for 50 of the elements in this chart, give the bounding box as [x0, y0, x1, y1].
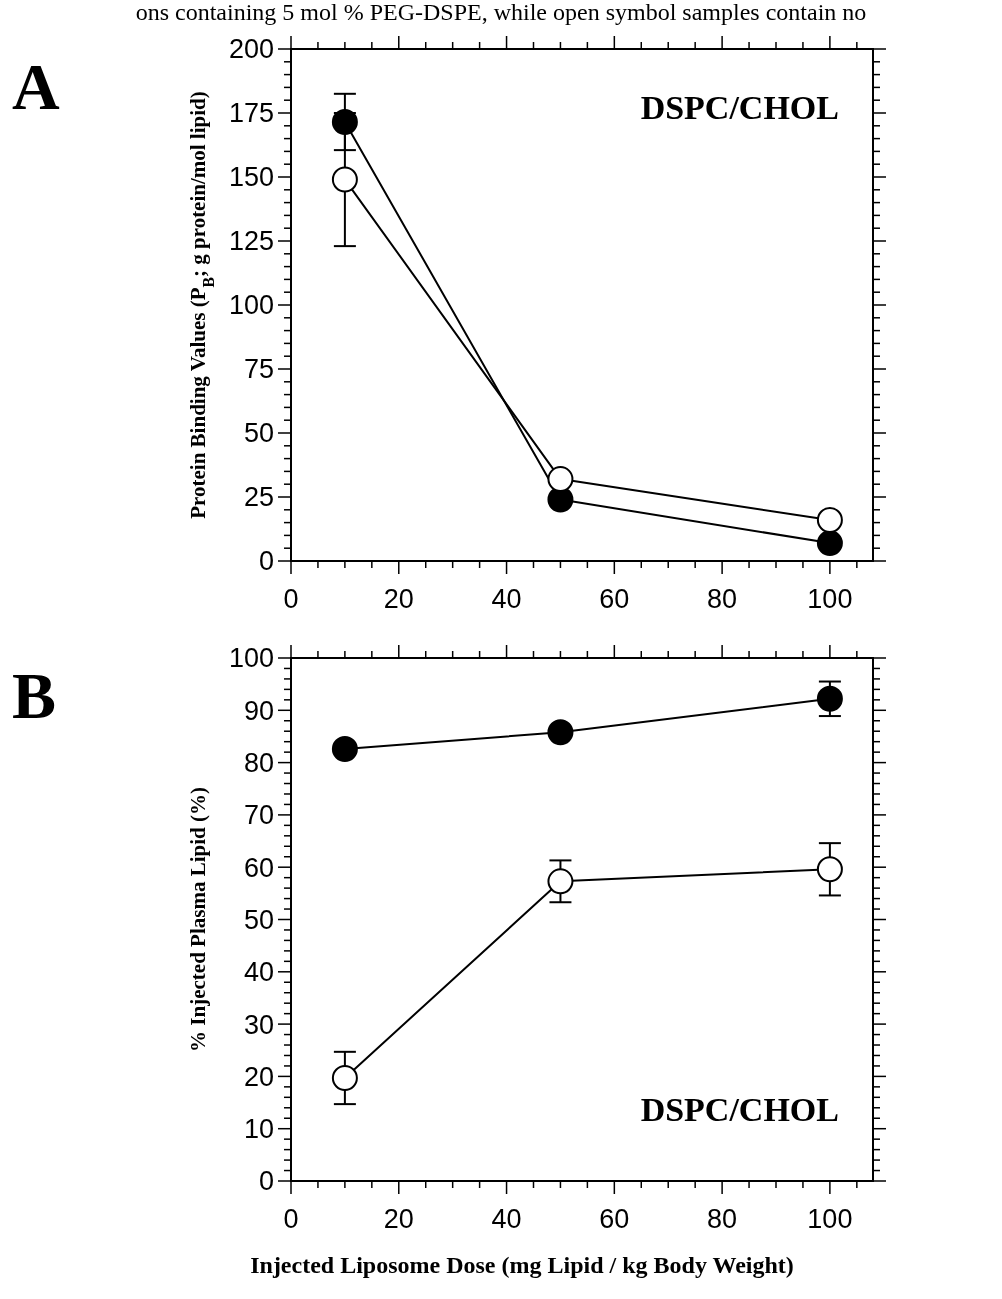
- x-tick-label: 100: [807, 584, 853, 614]
- y-tick-label: 100: [228, 290, 274, 321]
- point: [331, 1064, 358, 1091]
- y-tick-label: 75: [243, 354, 274, 385]
- y-tick-label: 50: [243, 904, 274, 935]
- point: [816, 856, 843, 883]
- x-tick-label: 20: [383, 1204, 414, 1234]
- x-tick-label: 20: [383, 584, 414, 614]
- y-tick-label: 125: [228, 226, 274, 257]
- point: [547, 719, 574, 746]
- y-tick-label: 80: [243, 748, 274, 779]
- y-tick-label: 20: [243, 1061, 274, 1092]
- x-tick-label: 60: [599, 584, 630, 614]
- x-tick-label: 80: [707, 1204, 738, 1234]
- y-tick-label: 10: [243, 1114, 274, 1145]
- x-tick-label: 40: [491, 1204, 522, 1234]
- y-tick-label: 90: [243, 695, 274, 726]
- y-tick-label: 40: [243, 957, 274, 988]
- text: ons containing 5 mol % PEG-DSPE, while open symbol samples contain no: [135, 0, 867, 25]
- x-tick-label: 0: [283, 584, 299, 614]
- y-tick-label: 60: [243, 852, 274, 883]
- point: [331, 166, 358, 193]
- y-tick-label: 175: [228, 98, 274, 129]
- point: [816, 530, 843, 557]
- y-tick-label: 100: [228, 643, 274, 674]
- chart-title: B: [12, 659, 57, 732]
- y-tick-label: 70: [243, 800, 274, 831]
- point: [331, 736, 358, 762]
- y-tick-label: 50: [243, 418, 274, 449]
- annotation: DSPC/CHOL: [640, 1091, 839, 1128]
- y-tick-label: 200: [228, 34, 274, 65]
- y-tick-label: 150: [228, 162, 274, 193]
- point: [816, 507, 843, 534]
- x-axis-title: Injected Liposome Dose (mg Lipid / kg Body Weight): [250, 1252, 794, 1278]
- point: [816, 685, 843, 712]
- annotation: DSPC/CHOL: [640, 89, 839, 126]
- x-tick-label: 100: [807, 1204, 853, 1234]
- point: [547, 868, 574, 895]
- point: [331, 108, 358, 135]
- y-axis-title: % Injected Plasma Lipid (%): [186, 787, 210, 1052]
- y-tick-label: 25: [243, 482, 274, 513]
- x-tick-label: 60: [599, 1204, 630, 1234]
- y-tick-label: 0: [258, 546, 274, 577]
- x-tick-label: 40: [491, 584, 522, 614]
- y-tick-label: 0: [258, 1166, 274, 1197]
- x-tick-label: 0: [283, 1204, 299, 1234]
- chart-title: A: [12, 50, 60, 123]
- y-tick-label: 30: [243, 1009, 274, 1040]
- point: [547, 466, 574, 493]
- x-tick-label: 80: [707, 584, 738, 614]
